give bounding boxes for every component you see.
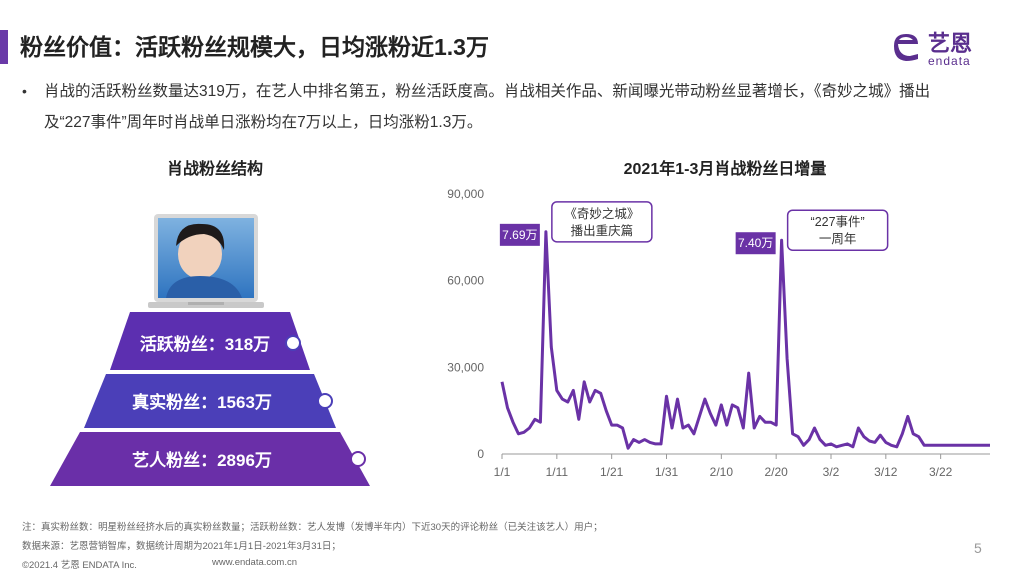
- peak-value-label: 7.69万: [502, 228, 537, 242]
- footer-source: 数据来源：艺恩营销智库，数据统计周期为2021年1月1日-2021年3月31日；: [22, 541, 341, 552]
- footer-website: www.endata.com.cn: [212, 557, 298, 568]
- endata-logo-icon: [894, 34, 918, 61]
- pyramid-dot-active: [285, 335, 301, 351]
- pyramid-dot-artist: [350, 451, 366, 467]
- summary-text: 肖战的活跃粉丝数量达319万，在艺人中排名第五，粉丝活跃度高。肖战相关作品、新闻…: [44, 83, 931, 131]
- series-line: [500, 230, 990, 450]
- footer-note: 注：真实粉丝数：明星粉丝经挤水后的真实粉丝数量；活跃粉丝数：艺人发博（发博半年内…: [22, 522, 603, 533]
- x-tick-label: 3/2: [823, 465, 840, 479]
- x-tick-label: 1/31: [655, 465, 679, 479]
- y-tick-label: 60,000: [447, 274, 484, 288]
- peak-callout-box: [786, 209, 889, 251]
- x-tick-label: 2/10: [710, 465, 734, 479]
- pyramid-label-active: 活跃粉丝：318万: [140, 334, 270, 354]
- x-tick-label: 3/12: [874, 465, 898, 479]
- peak-callout-box: [551, 201, 653, 243]
- peak-callout-line1: “227事件”: [811, 215, 865, 229]
- x-tick-label: 1/1: [494, 465, 511, 479]
- x-tick-label: 1/21: [600, 465, 624, 479]
- daily-fan-growth-chart: 90,000 60,000 30,000 0 1/1 1/11 1/21 1/31 2/10 2/…: [447, 187, 990, 479]
- pyramid-label-artist: 艺人粉丝：2896万: [132, 450, 272, 470]
- endata-logo: 艺恩 endata: [888, 26, 998, 72]
- peak-value-badge: [499, 223, 540, 246]
- pyramid-level-active: [110, 312, 310, 370]
- x-tick-label: 1/11: [546, 465, 569, 479]
- y-tick-label: 30,000: [447, 360, 484, 374]
- pyramid-level-real: [84, 374, 336, 428]
- y-tick-label: 90,000: [447, 187, 484, 201]
- title-accent-bar: [0, 30, 8, 64]
- footer-copyright: ©2021.4 艺恩 ENDATA Inc.: [22, 560, 137, 571]
- peak-value-label: 7.40万: [738, 236, 773, 250]
- fan-structure-title: 肖战粉丝结构: [166, 161, 263, 178]
- peak-callout-line2: 一周年: [819, 232, 857, 246]
- page-number: 5: [974, 540, 982, 556]
- y-tick-label: 0: [477, 447, 484, 461]
- laptop-photo-icon: [148, 214, 264, 308]
- x-tick-label: 3/22: [929, 465, 953, 479]
- fan-structure-pyramid: 活跃粉丝：318万 真实粉丝：1563万 艺人粉丝：2896万: [50, 312, 370, 486]
- logo-en-text: endata: [928, 54, 971, 68]
- pyramid-label-real: 真实粉丝：1563万: [132, 392, 272, 412]
- peak-callout-line1: 《奇妙之城》: [564, 207, 639, 221]
- chart-title: 2021年1-3月肖战粉丝日增量: [623, 161, 827, 178]
- peak-value-badge: [735, 232, 776, 255]
- logo-cn-text: 艺恩: [928, 32, 973, 57]
- pyramid-dot-real: [317, 393, 333, 409]
- page-title: 粉丝价值：活跃粉丝规模大，日均涨粉近1.3万: [20, 34, 489, 60]
- pyramid-level-artist: [50, 432, 370, 486]
- peak-callout-line2: 播出重庆篇: [571, 223, 634, 238]
- x-tick-label: 2/20: [764, 465, 788, 479]
- bullet-marker: •: [22, 83, 27, 99]
